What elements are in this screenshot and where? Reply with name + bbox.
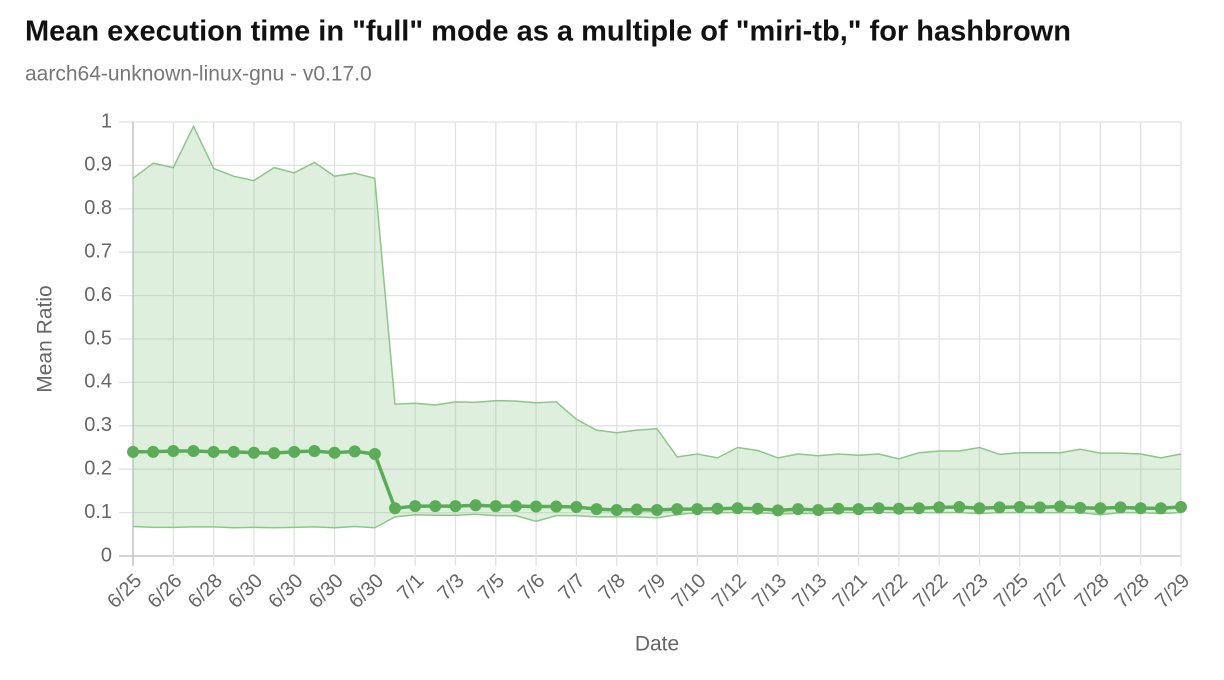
x-tick-label: 6/30: [264, 570, 307, 613]
x-tick-label: 7/28: [1111, 570, 1154, 613]
data-point: [771, 504, 784, 517]
y-tick-label: 0.4: [84, 371, 112, 393]
x-tick-label: 7/29: [1151, 570, 1194, 613]
x-tick-label: 6/30: [305, 570, 348, 613]
data-point: [1134, 502, 1147, 515]
band-upper: [132, 124, 1182, 460]
x-tick-label: 7/13: [748, 570, 791, 613]
data-point: [1054, 500, 1067, 513]
data-point: [711, 502, 724, 515]
data-point: [489, 500, 502, 513]
data-point: [1114, 501, 1127, 514]
data-point: [268, 447, 281, 460]
chart-title: Mean execution time in "full" mode as a …: [25, 16, 1071, 48]
x-tick-label: 7/5: [474, 570, 509, 605]
data-point: [1013, 500, 1026, 513]
x-tick-label: 7/12: [708, 570, 751, 613]
data-point: [852, 503, 865, 516]
data-point: [389, 502, 401, 515]
data-point: [993, 501, 1006, 514]
data-point: [671, 503, 684, 516]
y-axis-label: Mean Ratio: [34, 285, 57, 392]
y-tick-label: 1: [101, 110, 112, 132]
x-tick-label: 7/22: [869, 570, 912, 613]
y-tick-label: 0.9: [84, 154, 112, 176]
range-band: [133, 126, 1181, 528]
x-tick-label: 6/30: [345, 570, 388, 613]
x-tick-label: 7/3: [434, 570, 469, 605]
y-tick-label: 0.8: [84, 197, 112, 219]
x-tick-label: 7/7: [554, 570, 589, 605]
x-tick-label: 7/27: [1030, 570, 1073, 613]
data-point: [792, 503, 805, 516]
data-point: [751, 502, 764, 515]
data-point: [1094, 502, 1107, 515]
data-point: [348, 445, 361, 458]
x-tick-label: 7/22: [909, 570, 952, 613]
data-point: [1033, 501, 1046, 514]
data-point: [449, 500, 462, 513]
data-point: [731, 502, 744, 515]
data-point: [1074, 501, 1087, 514]
chart-subtitle: aarch64-unknown-linux-gnu - v0.17.0: [25, 63, 372, 86]
band-lower: [132, 511, 1182, 529]
x-tick-label: 6/26: [143, 570, 186, 613]
data-point: [651, 503, 663, 516]
x-tick-label: 7/21: [829, 570, 872, 613]
y-tick-label: 0.5: [84, 327, 112, 349]
data-point: [570, 500, 583, 513]
x-tick-label: 7/23: [950, 570, 993, 613]
x-tick-label: 7/25: [990, 570, 1033, 613]
data-point: [691, 503, 704, 516]
data-point: [610, 503, 623, 516]
data-point: [590, 503, 603, 516]
data-point: [892, 502, 905, 515]
data-point: [913, 502, 925, 515]
data-point: [227, 445, 240, 458]
data-point: [953, 500, 966, 513]
data-point: [147, 445, 160, 458]
data-point: [308, 444, 321, 457]
data-point: [509, 500, 522, 513]
x-tick-label: 6/25: [103, 570, 146, 613]
data-point: [409, 500, 422, 513]
y-tick-label: 0.1: [84, 501, 112, 523]
data-point: [207, 445, 220, 458]
data-point: [1154, 502, 1167, 515]
data-point: [247, 446, 260, 459]
x-tick-label: 7/9: [635, 570, 670, 605]
data-point: [550, 500, 563, 513]
x-tick-label: 6/30: [224, 570, 267, 613]
x-tick-label: 7/13: [788, 570, 831, 613]
data-point: [1175, 500, 1187, 513]
data-point: [127, 445, 139, 458]
data-point: [469, 499, 482, 512]
data-point: [328, 446, 341, 459]
x-tick-label: 7/28: [1071, 570, 1114, 613]
data-point: [973, 502, 986, 515]
data-point: [832, 502, 845, 515]
data-point: [530, 500, 543, 513]
y-tick-label: 0.7: [84, 240, 112, 262]
data-point: [933, 501, 946, 514]
data-point: [812, 503, 825, 516]
data-point: [167, 444, 180, 457]
data-point: [630, 503, 643, 516]
x-tick-label: 7/6: [514, 570, 549, 605]
data-point: [429, 500, 442, 513]
x-tick-label: 6/28: [184, 570, 227, 613]
x-tick-label: 7/8: [595, 570, 630, 605]
y-tick-label: 0.3: [84, 414, 112, 436]
data-point: [368, 448, 381, 461]
data-point: [187, 444, 200, 457]
data-point: [872, 502, 885, 515]
x-tick-label: 7/10: [667, 570, 710, 613]
y-tick-label: 0.2: [84, 457, 112, 479]
x-axis-label: Date: [635, 633, 679, 656]
x-tick-label: 7/1: [393, 570, 428, 605]
y-tick-label: 0: [101, 544, 112, 566]
y-tick-label: 0.6: [84, 284, 112, 306]
data-point: [288, 445, 301, 458]
